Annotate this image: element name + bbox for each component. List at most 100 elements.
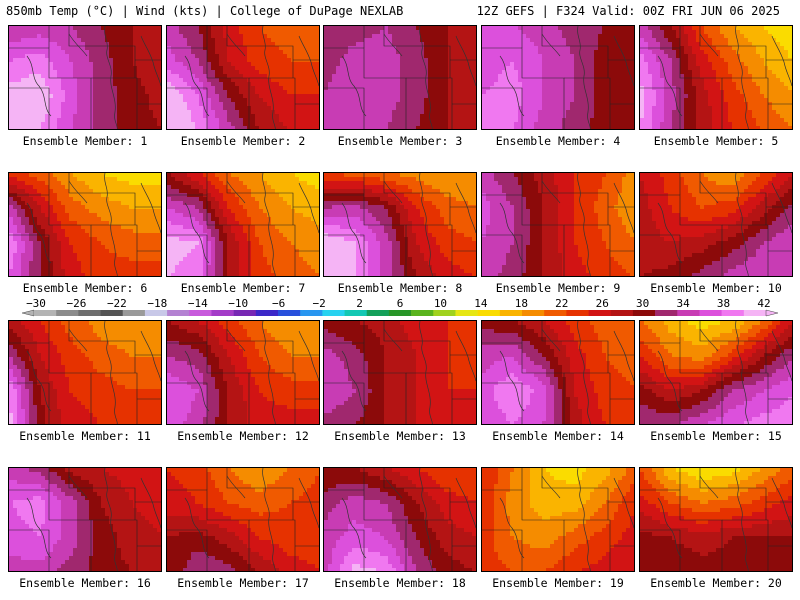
state-boundary bbox=[9, 87, 50, 129]
colorbar-tick-label: 2 bbox=[356, 297, 363, 310]
colorbar-segment bbox=[322, 310, 345, 316]
state-boundary bbox=[91, 487, 136, 520]
state-boundary bbox=[167, 234, 208, 276]
state-boundary bbox=[406, 192, 451, 225]
state-boundary bbox=[406, 45, 451, 78]
state-boundary bbox=[9, 234, 50, 276]
colorbar-tick-label: −10 bbox=[228, 297, 248, 310]
state-boundary bbox=[91, 77, 138, 129]
state-boundary bbox=[383, 173, 406, 194]
temperature-field bbox=[482, 468, 634, 571]
contour-line bbox=[771, 182, 792, 234]
ensemble-member-label: Ensemble Member: 15 bbox=[636, 429, 796, 443]
state-boundary bbox=[699, 173, 722, 194]
colorbar-segment bbox=[211, 310, 234, 316]
colorbar-high-arrow bbox=[765, 309, 779, 317]
contour-line bbox=[68, 33, 88, 57]
state-boundary bbox=[564, 372, 611, 424]
contour-line bbox=[613, 182, 634, 234]
ensemble-member-map bbox=[8, 172, 162, 277]
state-boundary bbox=[482, 194, 565, 276]
state-boundary bbox=[699, 26, 722, 47]
contour-line bbox=[104, 321, 118, 424]
ensemble-member-map bbox=[639, 320, 793, 425]
temperature-field bbox=[167, 173, 319, 276]
contour-line bbox=[26, 497, 52, 559]
ensemble-member-map bbox=[481, 172, 635, 277]
ensemble-member-map bbox=[323, 320, 477, 425]
colorbar-low-arrow bbox=[21, 309, 35, 317]
colorbar-segment bbox=[278, 310, 301, 316]
state-boundary bbox=[482, 529, 523, 571]
state-boundary bbox=[91, 224, 138, 276]
temperature-field bbox=[9, 468, 161, 571]
temperature-colorbar: −30 −26 −22 −18 −14 −10 −6 −2 2 6 10 14 18 22 26 30 34 38… bbox=[21, 297, 779, 317]
colorbar-segment bbox=[144, 310, 168, 316]
contour-line bbox=[26, 350, 52, 412]
colorbar-tick-label: 26 bbox=[596, 297, 609, 310]
contour-line bbox=[455, 330, 476, 382]
state-boundary bbox=[722, 519, 769, 571]
ensemble-member-map bbox=[8, 467, 162, 572]
state-boundary bbox=[324, 489, 407, 571]
colorbar-tick-label: −18 bbox=[147, 297, 167, 310]
ensemble-member-map bbox=[166, 25, 320, 130]
contour-line bbox=[577, 26, 591, 129]
state-boundary bbox=[541, 321, 564, 342]
contour-line bbox=[613, 477, 634, 529]
contour-line bbox=[735, 468, 749, 571]
contour-line bbox=[383, 328, 403, 352]
state-boundary bbox=[9, 489, 92, 571]
state-boundary bbox=[91, 192, 136, 225]
contour-line bbox=[541, 475, 561, 499]
state-boundary bbox=[482, 234, 523, 276]
colorbar-tick-label: 14 bbox=[474, 297, 488, 310]
contour-line bbox=[184, 55, 210, 117]
state-boundary bbox=[249, 487, 294, 520]
ensemble-member-label: Ensemble Member: 13 bbox=[320, 429, 480, 443]
contour-line bbox=[383, 180, 403, 204]
state-boundary bbox=[226, 468, 249, 489]
contour-line bbox=[341, 497, 367, 559]
temperature-field bbox=[482, 321, 634, 424]
state-boundary bbox=[722, 487, 767, 520]
contour-line bbox=[771, 477, 792, 529]
state-boundary bbox=[699, 321, 722, 342]
state-boundary bbox=[324, 194, 407, 276]
state-boundary bbox=[9, 47, 92, 129]
colorbar-tick-label: −26 bbox=[67, 297, 87, 310]
state-boundary bbox=[541, 26, 564, 47]
state-boundary bbox=[68, 468, 91, 489]
state-boundary bbox=[722, 340, 767, 373]
state-boundary bbox=[640, 47, 723, 129]
colorbar-segment bbox=[588, 310, 612, 316]
contour-line bbox=[298, 35, 319, 87]
colorbar-tick-label: 30 bbox=[636, 297, 649, 310]
state-boundary bbox=[722, 45, 767, 78]
temperature-field bbox=[640, 468, 792, 571]
ensemble-member-label: Ensemble Member: 18 bbox=[320, 576, 480, 590]
contour-line bbox=[68, 180, 88, 204]
temperature-field bbox=[324, 468, 476, 571]
chart-title: 850mb Temp (°C) | Wind (kts) | College o… bbox=[6, 4, 403, 18]
colorbar-segment bbox=[411, 310, 434, 316]
contour-line bbox=[771, 330, 792, 382]
ensemble-member-label: Ensemble Member: 2 bbox=[163, 134, 323, 148]
colorbar-segment bbox=[655, 310, 678, 316]
contour-line bbox=[184, 497, 210, 559]
contour-line bbox=[419, 173, 433, 276]
state-boundary bbox=[249, 340, 294, 373]
contour-line bbox=[699, 180, 719, 204]
state-boundary bbox=[564, 519, 611, 571]
state-boundary bbox=[68, 173, 91, 194]
contour-line bbox=[104, 468, 118, 571]
contour-line bbox=[184, 202, 210, 264]
state-boundary bbox=[167, 342, 250, 424]
colorbar-segment bbox=[56, 310, 79, 316]
colorbar-segment bbox=[388, 310, 412, 316]
valid-time: 12Z GEFS | F324 Valid: 00Z FRI JUN 06 20… bbox=[477, 4, 780, 18]
state-boundary bbox=[406, 340, 451, 373]
state-boundary bbox=[91, 372, 138, 424]
state-boundary bbox=[482, 382, 523, 424]
colorbar-tick-label: 10 bbox=[434, 297, 447, 310]
